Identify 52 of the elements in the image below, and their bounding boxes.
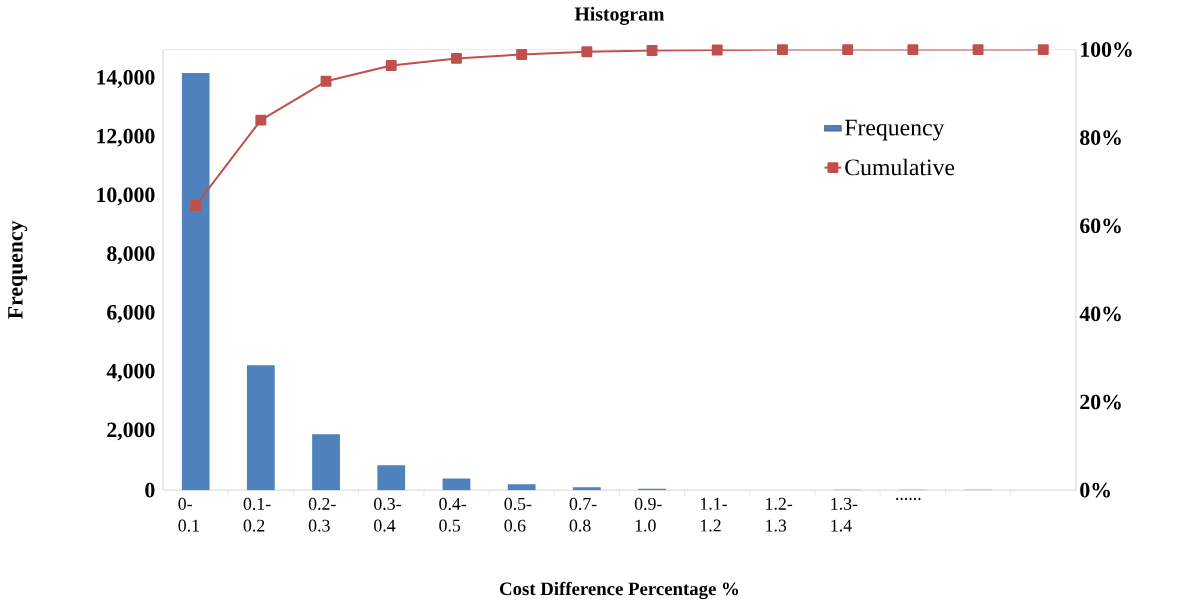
x-tick-label: 0-0.1 — [178, 497, 199, 532]
x-tick-label: 0.2-0.3 — [308, 497, 336, 532]
y-tick-label: 6,000 — [107, 304, 155, 323]
x-tick-label: 0.9-1.0 — [634, 497, 662, 532]
x-tick-label: 1.1-1.2 — [700, 497, 727, 532]
y-tick-label: 4,000 — [106, 363, 155, 382]
x-tick-label: 0.7-0.8 — [569, 497, 597, 532]
y-axis-title: Frequency — [8, 220, 28, 319]
bar — [377, 464, 406, 490]
point — [255, 114, 267, 126]
bar — [246, 365, 275, 490]
y-tick-label: 2,000 — [107, 422, 155, 441]
point — [972, 43, 984, 55]
point — [450, 52, 462, 64]
y-tick-label: 0 — [145, 482, 155, 498]
x-tick-label: 0.1-0.2 — [243, 497, 271, 532]
x-tick-label: 0.4-0.5 — [439, 497, 467, 532]
point — [385, 59, 397, 71]
bar — [312, 434, 340, 490]
y-tick-label: 14,000 — [97, 69, 155, 88]
y2-tick-label: 80% — [1080, 130, 1121, 145]
y2-tick-label: 40% — [1079, 306, 1121, 322]
legend-label: Frequency — [844, 119, 945, 141]
y-tick-label: 8,000 — [107, 246, 155, 264]
x-axis-title: Cost Difference Percentage % — [499, 581, 739, 599]
point — [1037, 43, 1049, 55]
chart-title: Histogram — [574, 6, 665, 25]
bar — [181, 72, 210, 490]
y2-tick-label: 20% — [1080, 394, 1121, 410]
y-tick-label: 10,000 — [97, 187, 155, 206]
point — [581, 46, 593, 58]
point — [907, 43, 919, 55]
point — [190, 199, 202, 211]
point — [777, 43, 788, 55]
y2-tick-label: 100% — [1081, 42, 1132, 57]
legend-label: Cumulative — [845, 158, 955, 176]
point — [320, 75, 332, 87]
y2-tick-label: 60% — [1080, 218, 1121, 233]
x-tick-label: 1.2-1.3 — [766, 497, 793, 532]
x-tick-label: ...... — [896, 497, 921, 500]
point — [646, 44, 658, 56]
y2-tick-label: 0% — [1080, 482, 1110, 498]
x-tick-label: 0.5-0.6 — [504, 497, 532, 532]
x-tick-label: 1.3-1.4 — [831, 497, 858, 532]
point — [516, 48, 528, 60]
y-tick-label: 12,000 — [97, 128, 155, 147]
bar — [572, 487, 601, 490]
point — [711, 44, 723, 56]
bar — [442, 478, 471, 490]
x-tick-label: 0.3-0.4 — [374, 497, 401, 532]
point — [842, 43, 854, 55]
bar — [507, 484, 536, 490]
